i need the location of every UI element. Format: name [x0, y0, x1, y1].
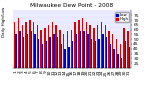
Bar — [18, 18, 19, 87]
Bar — [125, 41, 126, 87]
Bar — [56, 25, 57, 87]
Bar — [112, 34, 113, 87]
Bar — [29, 20, 31, 87]
Bar — [46, 41, 47, 87]
Bar — [116, 39, 117, 87]
Bar — [78, 20, 80, 87]
Text: Daily High/Low: Daily High/Low — [2, 7, 6, 37]
Bar — [121, 58, 122, 87]
Bar — [127, 31, 129, 87]
Legend: Low, High: Low, High — [115, 12, 129, 22]
Bar — [59, 30, 61, 87]
Bar — [48, 25, 49, 87]
Bar — [22, 25, 23, 87]
Bar — [31, 31, 32, 87]
Bar — [110, 44, 111, 87]
Bar — [76, 34, 77, 87]
Bar — [129, 47, 130, 87]
Bar — [108, 31, 110, 87]
Bar — [68, 47, 70, 87]
Bar — [86, 22, 87, 87]
Bar — [38, 39, 40, 87]
Bar — [15, 34, 17, 87]
Bar — [93, 28, 95, 87]
Bar — [98, 39, 100, 87]
Bar — [27, 34, 28, 87]
Bar — [37, 25, 38, 87]
Bar — [97, 25, 98, 87]
Bar — [64, 49, 66, 87]
Bar — [67, 31, 68, 87]
Bar — [33, 22, 34, 87]
Bar — [57, 37, 58, 87]
Bar — [14, 22, 15, 87]
Bar — [19, 31, 21, 87]
Bar — [82, 18, 83, 87]
Bar — [52, 22, 53, 87]
Bar — [123, 28, 125, 87]
Bar — [101, 22, 102, 87]
Bar — [102, 34, 104, 87]
Bar — [117, 54, 119, 87]
Bar — [53, 34, 55, 87]
Bar — [42, 44, 43, 87]
Bar — [25, 22, 27, 87]
Bar — [120, 44, 121, 87]
Bar — [91, 39, 92, 87]
Bar — [72, 41, 73, 87]
Bar — [74, 22, 76, 87]
Bar — [63, 34, 64, 87]
Bar — [71, 30, 72, 87]
Bar — [49, 37, 51, 87]
Bar — [87, 34, 88, 87]
Bar — [40, 30, 42, 87]
Bar — [44, 28, 46, 87]
Bar — [89, 25, 91, 87]
Text: Milwaukee Dew Point - 2008: Milwaukee Dew Point - 2008 — [30, 3, 114, 8]
Bar — [113, 49, 115, 87]
Bar — [106, 37, 107, 87]
Bar — [80, 31, 81, 87]
Bar — [104, 25, 106, 87]
Bar — [83, 31, 85, 87]
Bar — [61, 44, 62, 87]
Bar — [95, 41, 96, 87]
Bar — [23, 37, 24, 87]
Bar — [34, 34, 36, 87]
